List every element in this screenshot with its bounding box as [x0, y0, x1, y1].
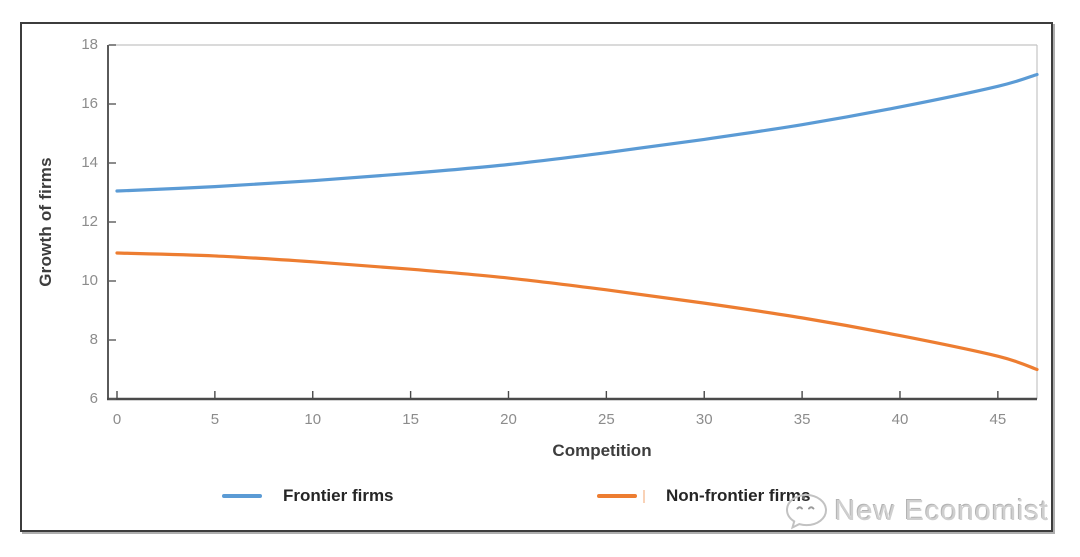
wechat-icon [785, 493, 827, 530]
watermark: New Economist [783, 491, 1049, 532]
x-tick-label: 5 [210, 411, 220, 428]
y-tick-label: 16 [81, 95, 98, 112]
x-tick-label: 40 [891, 411, 909, 428]
x-tick-label: 35 [793, 411, 811, 428]
x-tick-label: 45 [989, 411, 1007, 428]
y-tick-label: 8 [89, 331, 98, 348]
y-tick-label: 12 [81, 213, 98, 230]
y-tick-label: 10 [81, 272, 98, 289]
y-axis-title: Growth of firms [36, 157, 55, 287]
x-tick-label: 30 [695, 411, 713, 428]
y-tick-label: 18 [81, 36, 98, 53]
x-tick-label: 20 [500, 411, 517, 428]
x-tick-label: 25 [598, 411, 615, 428]
y-tick-label: 14 [81, 154, 98, 171]
x-tick-label: 15 [402, 411, 419, 428]
legend-item-frontier-firms: Frontier firms [222, 486, 394, 505]
non-frontier-firms-line-swatch [597, 494, 637, 498]
x-tick-label: 0 [112, 411, 122, 428]
legend-item-non-frontier-firms: Non-frontier firms [597, 486, 811, 505]
legend-label-frontier-firms: Frontier firms [283, 486, 394, 505]
frontier-firms-line [115, 72, 1039, 193]
legend-faint-tick [643, 489, 645, 503]
chart-frame [20, 22, 1053, 532]
non-frontier-firms-line [115, 251, 1039, 372]
watermark-text: New Economist [834, 495, 1049, 527]
frontier-firms-line-swatch [222, 494, 262, 498]
legend-label-non-frontier-firms: Non-frontier firms [666, 486, 811, 505]
x-tick-label: 10 [304, 411, 322, 428]
y-tick-label: 6 [89, 390, 98, 407]
x-axis-title: Competition [552, 441, 652, 460]
